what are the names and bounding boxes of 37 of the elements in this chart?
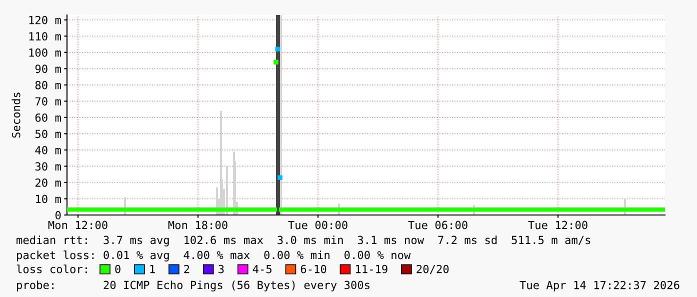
y-tick-label: 0 bbox=[55, 211, 61, 220]
bar bbox=[276, 15, 278, 215]
legend-label: 0 bbox=[115, 264, 120, 274]
legend-label: 20/20 bbox=[416, 264, 449, 274]
y-tick-label: 70 m bbox=[35, 97, 61, 106]
y-tick-label: 90 m bbox=[35, 64, 61, 74]
bar bbox=[226, 166, 228, 215]
text: probe: 20 ICMP Echo Pings (56 Bytes) every 300s bbox=[17, 280, 370, 292]
y-tick-label: 10 m bbox=[36, 194, 61, 204]
y-tick-label: 100 m bbox=[29, 48, 61, 57]
text: Tue Apr 14 17:22:37 2026 bbox=[520, 280, 680, 292]
legend-label: 2 bbox=[184, 264, 190, 274]
x-tick-label: Mon 12:00 bbox=[48, 220, 108, 230]
legend-label: 11-19 bbox=[356, 264, 388, 274]
y-tick-label: 40 m bbox=[35, 146, 61, 154]
y-tick-label: 80 m bbox=[35, 80, 61, 90]
legend-title: loss color: bbox=[16, 264, 87, 274]
x-tick-label: Mon 18:00 bbox=[168, 220, 228, 230]
legend-label: 3 bbox=[218, 264, 224, 274]
point bbox=[278, 175, 282, 180]
legend-label: 4-5 bbox=[252, 264, 272, 274]
point bbox=[275, 46, 280, 52]
y-tick-label: 120 m bbox=[29, 16, 61, 24]
point bbox=[274, 60, 278, 65]
y-tick-label: 60 m bbox=[35, 113, 61, 122]
y-tick-label: 50 m bbox=[35, 130, 61, 138]
y-axis-title: Seconds bbox=[12, 92, 20, 138]
x-tick-label: Tue 12:00 bbox=[528, 220, 588, 230]
y-tick-label: 20 m bbox=[36, 178, 61, 187]
x-tick-label: Tue 06:00 bbox=[408, 220, 468, 230]
x-tick-label: Tue 00:00 bbox=[288, 220, 348, 230]
text: packet loss: 0.01 % avg 4.00 % max 0.00 % min 0.00 % now bbox=[17, 250, 411, 262]
y-tick-label: 110 m bbox=[29, 32, 61, 41]
legend-label: 6-10 bbox=[300, 264, 326, 274]
legend-label: 1 bbox=[150, 264, 155, 274]
text: median rtt: 3.7 ms avg 102.6 ms max 3.0 ms min 3.1 ms now 7.2 ms sd 511.5 m am/s bbox=[16, 236, 590, 246]
y-tick-label: 30 m bbox=[35, 162, 61, 171]
